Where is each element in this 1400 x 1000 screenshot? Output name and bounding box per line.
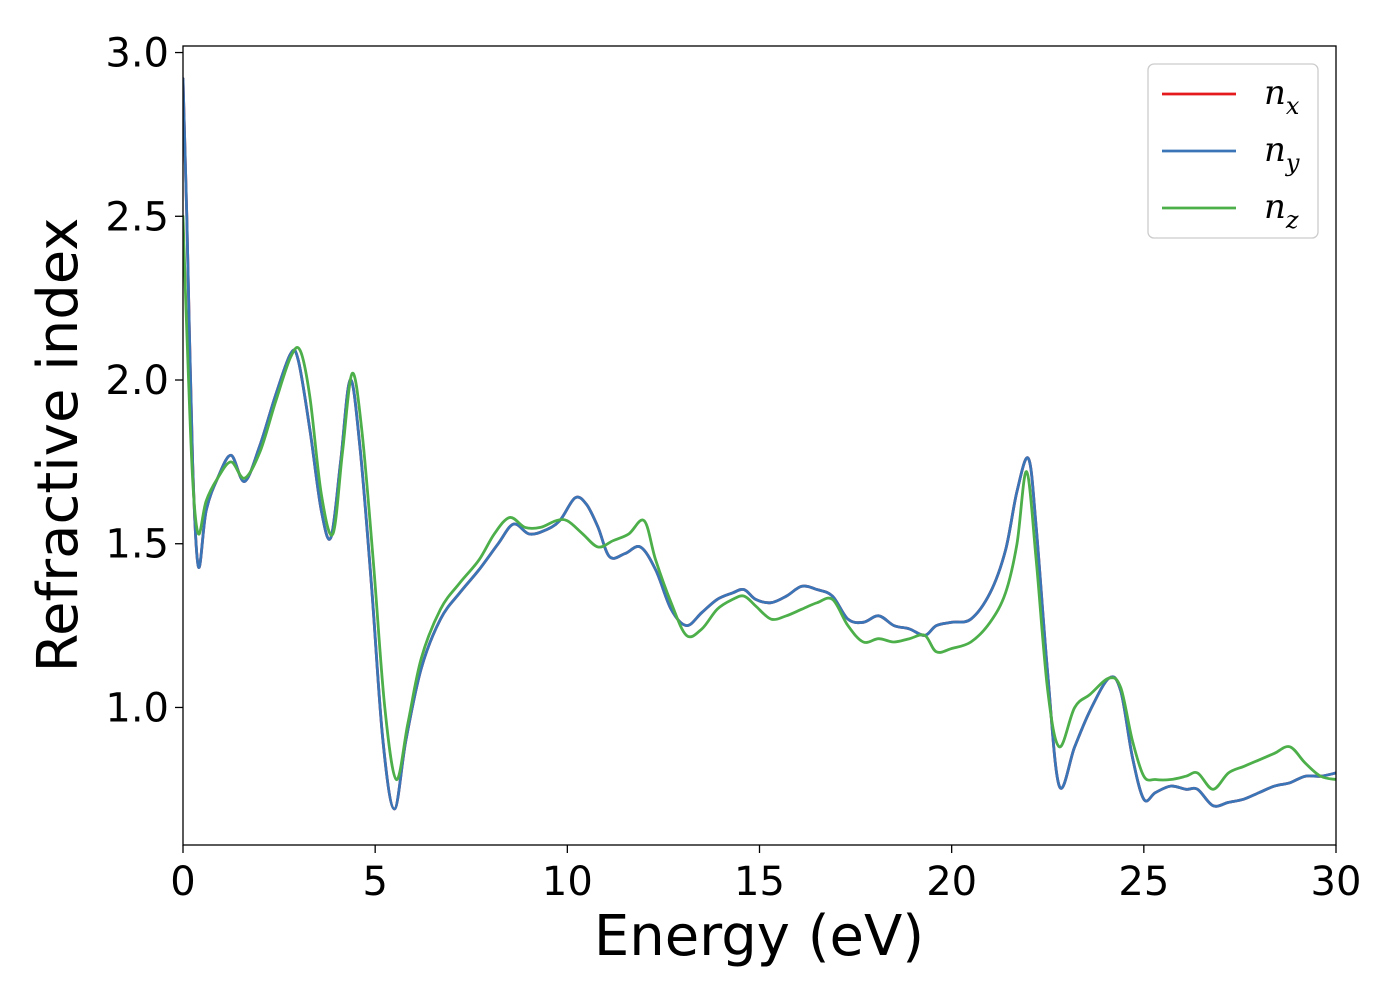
y-tick-label: 3.0 [105,31,169,77]
legend-label-subscript: x [1286,92,1300,120]
x-axis-title: Energy (eV) [594,904,924,969]
x-tick-label: 20 [926,859,977,905]
legend-label-base: n [1264,187,1286,227]
legend-label-z: nz [1264,187,1299,234]
y-tick-label: 2.0 [105,358,169,404]
x-tick-label: 15 [734,859,785,905]
x-tick-label: 30 [1311,859,1362,905]
x-axis-ticks: 0 5 10 15 20 25 30 [170,845,1361,905]
y-tick-label: 2.5 [105,194,169,240]
y-tick-label: 1.0 [105,685,169,731]
series-layer [183,77,1336,811]
x-tick-label: 5 [362,859,387,905]
y-axis-ticks: 1.0 1.5 2.0 2.5 3.0 [105,31,183,731]
y-axis-title: Refractive index [26,218,91,673]
x-tick-label: 0 [170,859,195,905]
x-tick-label: 25 [1118,859,1169,905]
legend-label-x: nx [1264,73,1300,120]
x-tick-label: 10 [542,859,593,905]
legend-label-y: ny [1264,130,1300,177]
y-tick-label: 1.5 [105,522,169,568]
legend-label-base: n [1264,130,1286,170]
legend-label-base: n [1264,73,1286,113]
series-line-z [183,214,1336,791]
legend-label-subscript: y [1285,149,1300,177]
legend-label-subscript: z [1285,206,1299,234]
